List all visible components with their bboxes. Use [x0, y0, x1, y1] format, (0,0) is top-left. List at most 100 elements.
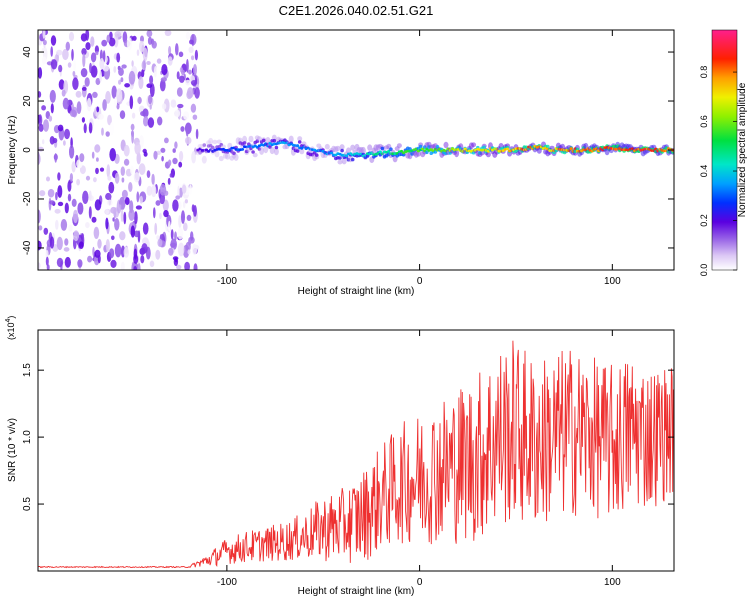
- noise-mark: [149, 104, 152, 110]
- spectrogram-x-tick-label: 0: [417, 276, 423, 287]
- halo-mark: [485, 151, 491, 158]
- noise-mark: [90, 65, 98, 78]
- noise-mark: [118, 67, 124, 77]
- noise-mark: [116, 52, 121, 63]
- halo-mark: [443, 141, 449, 149]
- noise-mark: [94, 199, 102, 211]
- noise-mark: [85, 222, 90, 229]
- noise-mark: [109, 122, 115, 136]
- noise-mark: [137, 262, 141, 270]
- noise-mark: [142, 222, 149, 235]
- noise-mark: [91, 216, 97, 223]
- noise-mark: [149, 260, 155, 268]
- noise-mark: [138, 163, 146, 176]
- noise-mark: [95, 167, 99, 175]
- noise-mark: [176, 87, 183, 97]
- noise-mark: [161, 64, 168, 76]
- noise-mark: [91, 151, 95, 159]
- signal-mark: [296, 144, 300, 148]
- noise-mark: [176, 71, 180, 80]
- noise-mark: [139, 195, 143, 204]
- noise-mark: [64, 128, 70, 140]
- noise-mark: [116, 88, 123, 102]
- noise-mark: [174, 109, 181, 118]
- noise-mark: [49, 136, 55, 145]
- noise-mark: [160, 77, 167, 82]
- colorbar-ticks: 0.0 0.2 0.4 0.6 0.8: [699, 66, 737, 276]
- snr-x-tick-label: 100: [604, 577, 621, 588]
- halo-mark: [339, 144, 345, 150]
- noise-mark: [72, 209, 79, 224]
- noise-mark: [149, 75, 154, 85]
- noise-mark: [178, 161, 183, 168]
- halo-mark: [335, 145, 341, 152]
- noise-mark: [178, 215, 182, 228]
- noise-mark: [190, 80, 198, 86]
- noise-mark: [156, 150, 161, 155]
- noise-mark: [62, 97, 70, 110]
- noise-mark: [105, 239, 110, 252]
- snr-y-tick-label: 1.5: [22, 363, 33, 377]
- noise-mark: [189, 39, 194, 45]
- noise-mark: [146, 185, 153, 196]
- noise-mark: [42, 39, 47, 46]
- noise-mark: [126, 37, 133, 51]
- band-mark: [211, 145, 215, 150]
- noise-mark: [113, 66, 117, 73]
- noise-mark: [185, 79, 191, 86]
- noise-mark: [73, 59, 76, 73]
- signal-mark: [378, 150, 382, 154]
- snr-panel: -100 0 100 0.5 1.0 1.5 (x104) Height of strai…: [5, 316, 675, 597]
- noise-mark: [108, 37, 116, 47]
- noise-mark: [111, 85, 117, 99]
- noise-mark: [153, 207, 156, 219]
- noise-mark: [172, 148, 176, 153]
- noise-mark: [38, 67, 43, 79]
- noise-mark: [161, 103, 167, 110]
- noise-mark: [38, 146, 44, 152]
- noise-mark: [120, 261, 125, 270]
- halo-mark: [263, 145, 269, 154]
- noise-mark: [97, 238, 102, 249]
- snr-frame: [37, 329, 675, 572]
- noise-mark: [90, 52, 97, 63]
- noise-mark: [111, 235, 115, 241]
- signal-mark: [387, 149, 391, 153]
- noise-mark: [72, 70, 76, 77]
- noise-mark: [57, 185, 63, 198]
- band-mark: [314, 153, 319, 157]
- noise-mark: [195, 128, 199, 140]
- halo-mark: [259, 146, 265, 155]
- halo-mark: [256, 136, 262, 142]
- noise-mark: [69, 173, 73, 182]
- noise-mark: [92, 246, 95, 257]
- noise-mark: [129, 95, 134, 110]
- noise-mark: [54, 208, 61, 214]
- noise-mark: [174, 141, 178, 149]
- halo-mark: [549, 145, 555, 150]
- noise-mark: [102, 99, 107, 111]
- noise-mark: [81, 117, 85, 123]
- noise-mark: [64, 256, 71, 268]
- noise-mark: [64, 238, 69, 246]
- noise-mark: [154, 222, 158, 235]
- noise-mark: [187, 249, 191, 255]
- noise-mark: [73, 230, 80, 242]
- noise-mark: [175, 195, 181, 200]
- noise-mark: [146, 61, 151, 65]
- noise-mark: [120, 77, 124, 83]
- noise-mark: [45, 256, 49, 266]
- band-mark: [546, 144, 550, 149]
- noise-mark: [174, 231, 177, 241]
- noise-mark: [41, 47, 46, 53]
- noise-mark: [153, 66, 157, 78]
- noise-mark: [155, 249, 161, 260]
- halo-mark: [297, 136, 303, 142]
- snr-y-tick-label: 1.0: [22, 430, 33, 444]
- halo-mark: [396, 143, 402, 149]
- snr-x-label: Height of straight line (km): [298, 586, 415, 597]
- noise-mark: [107, 175, 112, 181]
- noise-mark: [114, 218, 120, 231]
- noise-mark: [183, 222, 188, 232]
- noise-mark: [105, 208, 110, 215]
